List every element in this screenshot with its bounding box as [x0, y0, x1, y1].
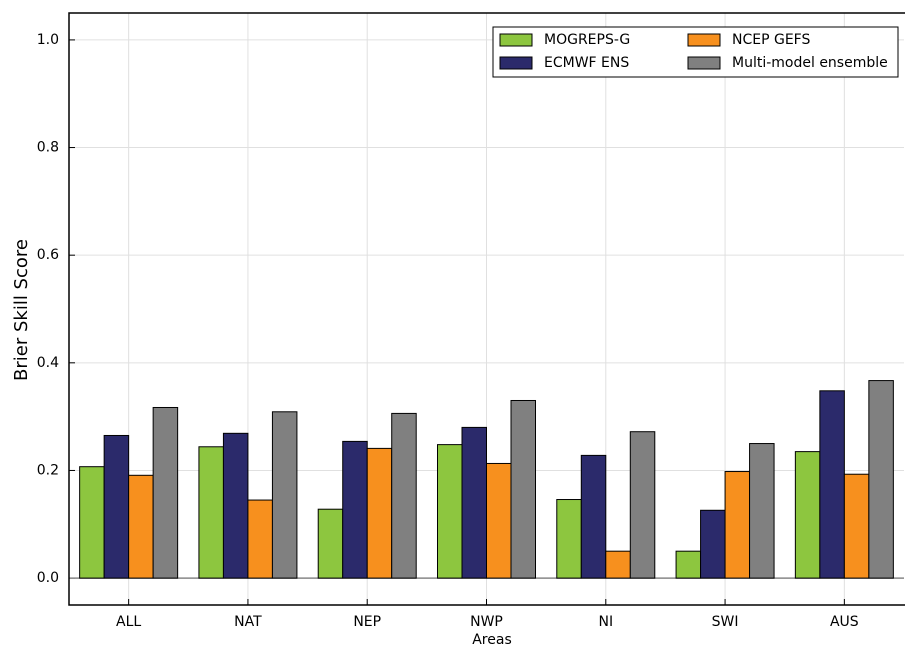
bar: [486, 462, 512, 579]
x-tick-label: NWP: [470, 614, 503, 630]
bar: [437, 444, 463, 579]
y-tick-label: 0.4: [37, 355, 59, 371]
legend-label: NCEP GEFS: [732, 32, 810, 48]
y-tick-label: 0.6: [37, 247, 59, 263]
x-axis-label: Areas: [472, 632, 512, 648]
bar: [366, 447, 393, 579]
bar: [556, 499, 582, 579]
bar: [247, 499, 273, 579]
bar: [724, 471, 751, 579]
bar: [152, 406, 179, 579]
y-tick-label: 0.2: [37, 462, 59, 478]
bar: [629, 431, 656, 579]
bar: [700, 509, 726, 579]
bar: [391, 412, 417, 579]
bar: [103, 434, 130, 579]
bar: [79, 466, 105, 579]
bar: [819, 390, 845, 579]
legend-label: MOGREPS-G: [544, 32, 630, 48]
x-tick-label: NEP: [353, 614, 381, 630]
legend-swatch: [687, 56, 721, 70]
legend-label: ECMWF ENS: [544, 55, 629, 71]
bar: [198, 446, 224, 579]
bar: [843, 473, 870, 579]
bar: [794, 451, 821, 579]
legend-swatch: [499, 56, 533, 70]
bar: [271, 411, 298, 579]
y-axis-label: Brier Skill Score: [11, 239, 32, 381]
legend-swatch: [687, 33, 721, 47]
x-tick-label: NI: [598, 614, 613, 630]
legend-label: Multi-model ensemble: [732, 55, 888, 71]
x-tick-label: AUS: [830, 614, 859, 630]
legend-swatch: [499, 33, 533, 47]
x-tick-label: SWI: [712, 614, 739, 630]
bar: [317, 508, 344, 579]
x-tick-label: NAT: [234, 614, 262, 630]
bar: [222, 432, 249, 579]
bar: [605, 550, 631, 579]
x-tick-label: ALL: [116, 614, 141, 630]
bar: [868, 380, 894, 579]
plot-frame: [68, 12, 905, 606]
bar: [461, 426, 487, 579]
bar: [749, 443, 775, 579]
y-tick-label: 0.8: [37, 140, 59, 156]
y-tick-label: 0.0: [37, 570, 59, 586]
y-tick-label: 1.0: [37, 32, 59, 48]
bar: [128, 474, 154, 579]
bar: [342, 440, 368, 579]
bar: [510, 399, 536, 579]
bar: [580, 454, 607, 579]
bar: [675, 550, 702, 579]
